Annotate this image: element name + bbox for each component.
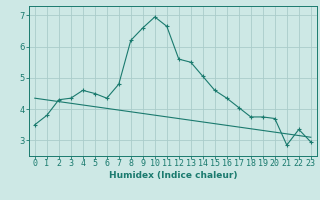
X-axis label: Humidex (Indice chaleur): Humidex (Indice chaleur) [108,171,237,180]
